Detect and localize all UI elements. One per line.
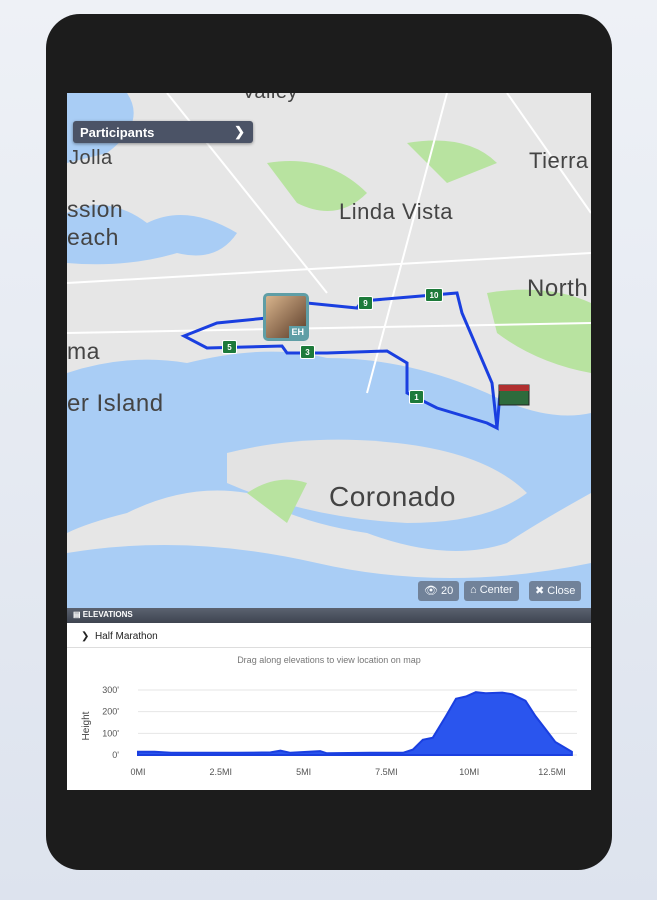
x-tick-label: 12.5MI [538,767,566,777]
x-tick-label: 7.5MI [375,767,398,777]
center-label: Center [479,584,513,596]
eye-icon: 👁 [424,585,442,597]
chevron-right-icon: ❯ [81,631,95,642]
elevation-chart[interactable]: 0' 100' 200' 300' 0MI 2.5MI 5MI 7.5MI 10MI 12.5MI… [67,668,591,788]
y-axis-label: Height [81,711,92,740]
place-label: Jolla [69,147,113,169]
participant-avatar[interactable]: EH [263,293,309,341]
mile-marker[interactable]: 10 [425,288,443,302]
participants-button[interactable]: Participants ❯ [73,121,253,143]
view-count-button[interactable]: 👁 20 [418,581,460,601]
center-button[interactable]: ⌂ Center [464,581,519,601]
chart-icon: ▤ [73,610,83,619]
close-icon: ✖ [535,585,548,597]
elevations-title: ELEVATIONS [82,610,133,619]
y-tick-label: 300' [102,685,119,695]
race-name: Half Marathon [94,631,158,642]
view-count: 20 [441,585,454,597]
place-label: ma [67,338,100,364]
place-label: Tierra [529,148,589,173]
home-icon: ⌂ [470,584,480,596]
screen: Valley Jolla ssion each Linda Vista Tier… [67,93,591,790]
x-tick-label: 0MI [130,767,145,777]
mile-marker[interactable]: 3 [300,345,315,359]
place-label: Valley [242,93,298,104]
place-label: North [527,275,589,302]
elevation-hint: Drag along elevations to view location o… [237,655,421,665]
mile-marker[interactable]: 1 [409,390,424,404]
elevations-header: ▤ ELEVATIONS [67,608,591,623]
chevron-right-icon: ❯ [234,124,245,139]
map[interactable]: Valley Jolla ssion each Linda Vista Tier… [67,93,591,608]
place-label: er Island [67,390,164,417]
close-label: Close [547,585,576,597]
x-tick-label: 2.5MI [210,767,233,777]
race-selector[interactable]: ❯ Half Marathon [67,625,591,648]
elevation-area [137,691,573,756]
place-label: Linda Vista [339,199,453,224]
mile-marker[interactable]: 9 [358,296,373,310]
y-tick-label: 200' [102,707,119,717]
place-label: ssion [67,196,124,222]
x-tick-label: 5MI [296,767,311,777]
y-tick-label: 100' [102,728,119,738]
place-label: Coronado [329,481,456,512]
place-label: each [67,224,119,250]
x-tick-label: 10MI [459,767,479,777]
mile-marker[interactable]: 5 [222,340,237,354]
close-button[interactable]: ✖ Close [529,581,582,601]
map-canvas [67,93,591,608]
participant-initials: EH [289,326,306,338]
y-tick-label: 0' [112,750,119,760]
participants-label: Participants [80,125,155,140]
